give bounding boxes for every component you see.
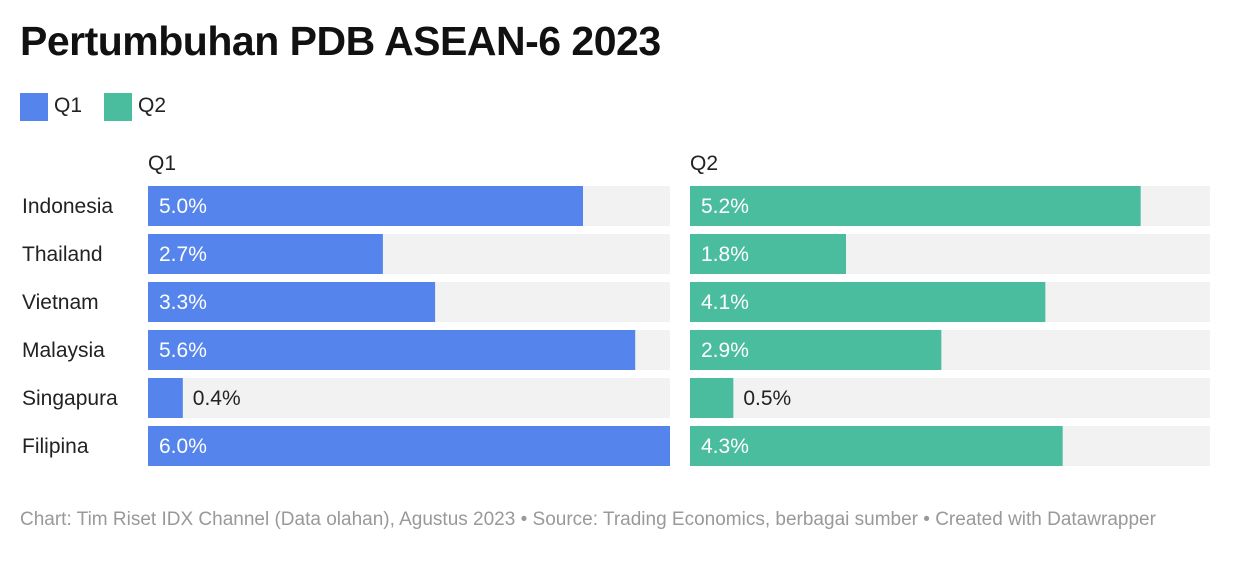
data-label-q1-thailand: 2.7% bbox=[159, 243, 207, 266]
legend-label-q2: Q2 bbox=[138, 94, 167, 117]
data-label-q2-vietnam: 4.1% bbox=[701, 291, 749, 314]
bar-q2-singapura bbox=[690, 378, 734, 418]
data-label-q2-malaysia: 2.9% bbox=[701, 339, 749, 362]
data-label-q1-singapura: 0.4% bbox=[193, 387, 241, 410]
bar-track-q1-singapura bbox=[148, 378, 670, 418]
panel-header-q2: Q2 bbox=[690, 152, 718, 175]
legend-swatch-q2 bbox=[104, 93, 132, 121]
bar-q1-indonesia bbox=[148, 186, 583, 226]
chart-footer: Chart: Tim Riset IDX Channel (Data olaha… bbox=[20, 509, 1156, 530]
bar-track-q2-singapura bbox=[690, 378, 1210, 418]
data-label-q2-filipina: 4.3% bbox=[701, 435, 749, 458]
category-label-filipina: Filipina bbox=[22, 435, 89, 458]
legend-label-q1: Q1 bbox=[54, 94, 83, 117]
bar-q1-singapura bbox=[148, 378, 183, 418]
bar-q1-thailand bbox=[148, 234, 383, 274]
bar-q1-vietnam bbox=[148, 282, 436, 322]
category-label-malaysia: Malaysia bbox=[22, 339, 105, 362]
bar-q2-indonesia bbox=[690, 186, 1141, 226]
category-label-thailand: Thailand bbox=[22, 243, 103, 266]
data-label-q2-indonesia: 5.2% bbox=[701, 195, 749, 218]
data-label-q1-vietnam: 3.3% bbox=[159, 291, 207, 314]
bar-chart: Indonesia Thailand Vietnam Malaysia Singapur… bbox=[22, 152, 1210, 466]
bar-q2-filipina bbox=[690, 426, 1063, 466]
bar-q1-malaysia bbox=[148, 330, 636, 370]
legend-swatch-q1 bbox=[20, 93, 48, 121]
category-label-singapura: Singapura bbox=[22, 387, 118, 410]
chart-title: Pertumbuhan PDB ASEAN-6 2023 bbox=[20, 18, 661, 64]
data-label-q2-thailand: 1.8% bbox=[701, 243, 749, 266]
category-label-vietnam: Vietnam bbox=[22, 291, 99, 314]
data-label-q1-indonesia: 5.0% bbox=[159, 195, 207, 218]
bar-q2-vietnam bbox=[690, 282, 1046, 322]
bar-q2-malaysia bbox=[690, 330, 942, 370]
data-label-q2-singapura: 0.5% bbox=[743, 387, 791, 410]
panel-header-q1: Q1 bbox=[148, 152, 176, 175]
bar-q2-thailand bbox=[690, 234, 846, 274]
data-label-q1-malaysia: 5.6% bbox=[159, 339, 207, 362]
data-label-q1-filipina: 6.0% bbox=[159, 435, 207, 458]
category-label-indonesia: Indonesia bbox=[22, 195, 113, 218]
bar-q1-filipina bbox=[148, 426, 670, 466]
